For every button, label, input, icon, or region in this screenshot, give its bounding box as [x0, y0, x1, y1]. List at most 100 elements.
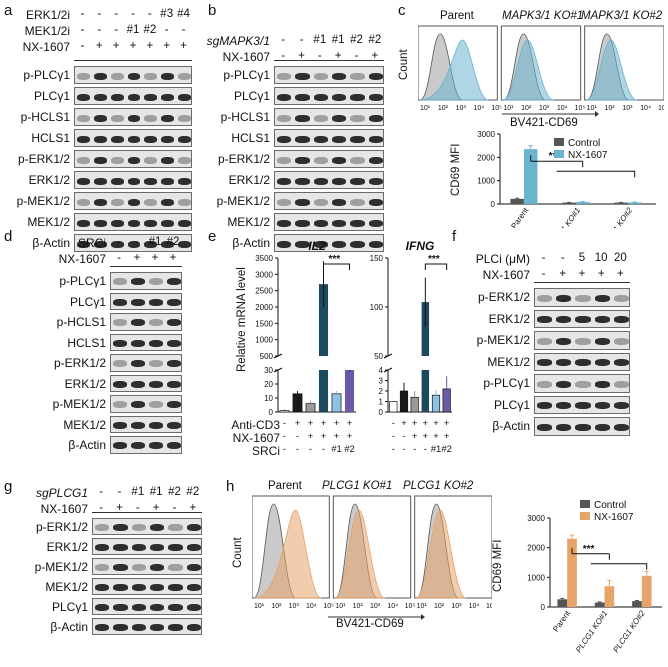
bar-c-ylabel: CD69 MFI: [450, 143, 462, 196]
blot-band: [149, 442, 163, 450]
blot-strip: [92, 598, 202, 615]
blot-band: [594, 294, 610, 302]
blot-band: [167, 278, 181, 286]
condition-mark: 10: [594, 252, 608, 264]
condition-mark: -: [80, 24, 85, 36]
condition-mark: +: [133, 252, 141, 264]
blot-label: p-HCLS1: [220, 110, 270, 124]
condition-mark: +: [294, 418, 301, 429]
blot-band: [556, 316, 572, 324]
condition-mark: #4: [177, 8, 190, 20]
blot-band: [178, 93, 191, 101]
blot-band: [295, 72, 310, 80]
condition-mark: +: [180, 40, 187, 52]
bar: [442, 388, 451, 413]
blot-label: p-PLCγ1: [23, 68, 70, 82]
condition-mark: -: [117, 486, 122, 498]
blot-strip: [110, 374, 182, 392]
blot-band: [613, 316, 629, 324]
blot-label: β-Actin: [50, 620, 88, 634]
significance-mark: ***: [428, 254, 440, 265]
blot-band: [131, 524, 146, 531]
hist-title-ko2-h: PLCG1 KO#2: [403, 480, 474, 492]
blot-band: [113, 339, 127, 347]
blot-band: [161, 135, 175, 143]
bar: [510, 198, 524, 204]
y-tick-label: 1000: [255, 336, 273, 345]
condition-mark: +: [411, 431, 418, 442]
y-tick-label: 2500: [255, 287, 273, 296]
histogram-tick: 10²: [434, 603, 445, 610]
bar: [331, 393, 342, 413]
blot-band: [113, 544, 128, 551]
blot-strip: [110, 333, 182, 351]
condition-mark: #1: [313, 34, 327, 46]
blot-strip: [74, 150, 192, 168]
condition-mark: #1: [331, 34, 345, 46]
blot-band: [144, 219, 158, 227]
histogram-nx1607: [503, 39, 554, 101]
histogram-tick: 10¹: [335, 603, 346, 610]
blot-band: [131, 544, 146, 551]
condition-mark: +: [559, 268, 567, 280]
condition-label: NX-1607: [58, 252, 106, 266]
blot-strip: [92, 518, 202, 535]
blot-label: p-HCLS1: [56, 315, 106, 329]
histogram-tick: 10³: [370, 603, 381, 610]
blot-band: [144, 135, 158, 143]
blot-band: [131, 442, 145, 450]
condition-mark: +: [617, 268, 624, 280]
condition-mark: #1: [126, 24, 140, 36]
y-tick-label: 3000: [477, 130, 495, 139]
blot-band: [368, 156, 383, 164]
blot-band: [167, 298, 181, 306]
histogram-tick: 10⁵: [491, 105, 502, 112]
panel-label-a: a: [4, 2, 13, 19]
chart-title: IFNG: [406, 239, 435, 253]
blot-band: [613, 359, 629, 367]
blot-band: [144, 177, 158, 185]
blot-band: [127, 156, 141, 164]
y-tick-label: 2: [379, 387, 384, 396]
blot-band: [113, 319, 127, 327]
blot-strip: [74, 234, 192, 252]
blot-band: [113, 442, 127, 450]
blot-band: [150, 524, 165, 531]
condition-mark: +: [320, 431, 327, 442]
condition-mark: -: [321, 444, 326, 455]
condition-label: sgPLCG1: [35, 486, 88, 500]
histogram-tick: 10²: [271, 603, 282, 610]
hist-title-ko1-h: PLCG1 KO#1: [322, 480, 393, 492]
blot-band: [168, 524, 183, 531]
blot-band: [537, 423, 553, 431]
y-tick-label: 50: [374, 352, 383, 361]
blot-band: [127, 240, 141, 248]
condition-mark: -: [117, 236, 121, 248]
condition-mark: -: [295, 431, 300, 442]
blot-band: [277, 198, 292, 206]
blot-band: [95, 604, 110, 611]
condition-mark: #2: [350, 34, 363, 46]
condition-mark: -: [80, 8, 85, 20]
blot-strip: [110, 415, 182, 433]
blot-band: [556, 402, 572, 410]
condition-mark: #3: [160, 8, 174, 20]
condition-mark: -: [164, 24, 169, 36]
condition-mark: -: [97, 8, 102, 20]
blot-band: [168, 624, 183, 631]
blot-band: [350, 177, 365, 185]
blot-band: [131, 401, 145, 409]
blot-band: [178, 219, 191, 227]
blot-band: [594, 359, 610, 367]
blot-band: [332, 114, 347, 122]
chart-title: IL2: [308, 239, 326, 253]
blot-label: β-Actin: [68, 438, 106, 452]
blot-strip: [110, 272, 182, 290]
blot-band: [556, 423, 572, 431]
blot-label: ERK1/2: [488, 311, 530, 326]
blot-strip: [74, 192, 192, 210]
blot-label: MEK1/2: [27, 215, 70, 229]
condition-label: MEK1/2i: [24, 24, 70, 38]
blot-band: [77, 219, 90, 227]
blot-band: [95, 524, 110, 531]
